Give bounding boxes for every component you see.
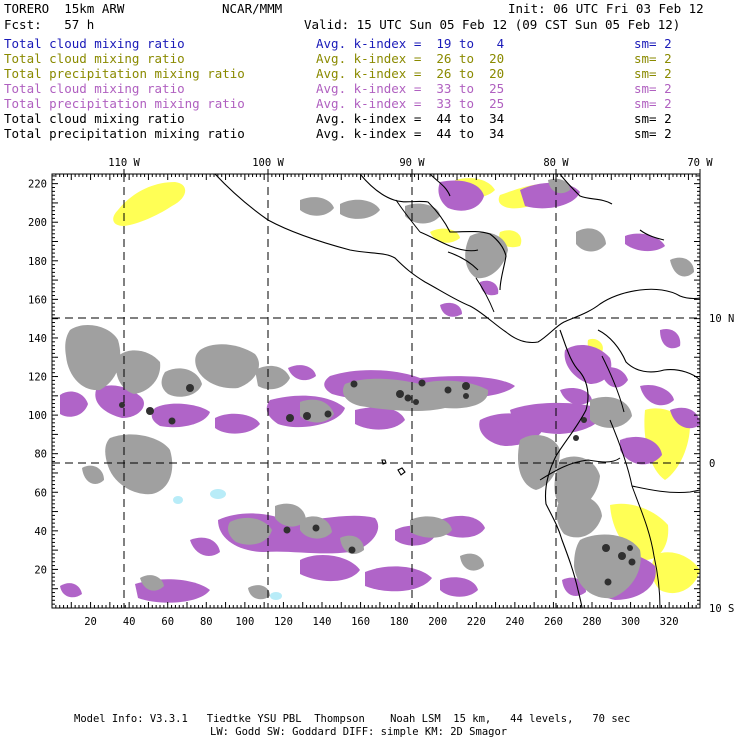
legend-stat: Avg. k-index = 33 to 25 — [316, 81, 505, 96]
y-tick-label: 100 — [28, 410, 47, 422]
x-tick-label: 140 — [313, 616, 332, 628]
lon-label: 110 W — [108, 157, 140, 169]
geo-labels: 110 W 100 W 90 W 80 W 70 W 10 N 0 10 S — [108, 157, 734, 615]
init-time: Init: 06 UTC Fri 03 Feb 12 — [508, 1, 704, 16]
x-tick-label: 240 — [505, 616, 524, 628]
model-title: TORERO 15km ARW — [4, 1, 125, 16]
y-tick-label: 80 — [34, 449, 47, 461]
axis-ticks — [52, 169, 701, 608]
x-tick-label: 200 — [428, 616, 447, 628]
coastlines — [214, 174, 700, 608]
x-tick-label: 80 — [200, 616, 213, 628]
lat-label: 10 S — [709, 603, 734, 615]
lat-lon-grid — [52, 174, 700, 608]
legend-label: Total cloud mixing ratio — [4, 36, 185, 51]
legend-label: Total cloud mixing ratio — [4, 111, 185, 126]
dark-cores — [119, 379, 636, 586]
y-tick-label: 180 — [28, 256, 47, 268]
gray-field — [65, 178, 694, 600]
x-tick-label: 260 — [544, 616, 563, 628]
x-tick-label: 320 — [660, 616, 679, 628]
legend-stat: Avg. k-index = 19 to 4 — [316, 36, 505, 51]
borders — [395, 199, 700, 608]
x-tick-label: 160 — [351, 616, 370, 628]
legend-label: Total precipitation mixing ratio — [4, 126, 245, 141]
legend-sm: sm= 2 — [634, 96, 672, 111]
legend-label: Total cloud mixing ratio — [4, 81, 185, 96]
legend-sm: sm= 2 — [634, 126, 672, 141]
y-tick-label: 200 — [28, 217, 47, 229]
y-tick-label: 60 — [34, 487, 47, 499]
x-tick-label: 180 — [390, 616, 409, 628]
org-title: NCAR/MMM — [222, 1, 283, 16]
legend-sm: sm= 2 — [634, 111, 672, 126]
axis-tick-labels: 20 40 60 80 100 120 140 160 180 200 220 240 260 280 30… — [28, 179, 679, 628]
x-tick-label: 280 — [583, 616, 602, 628]
y-tick-label: 120 — [28, 372, 47, 384]
footer-model-info: Model Info: V3.3.1 Tiedtke YSU PBL Thomp… — [74, 713, 631, 725]
legend-stat: Avg. k-index = 44 to 34 — [316, 126, 505, 141]
x-tick-label: 120 — [274, 616, 293, 628]
legend-stat: Avg. k-index = 44 to 34 — [316, 111, 505, 126]
valid-time: Valid: 15 UTC Sun 05 Feb 12 (09 CST Sun … — [304, 17, 681, 32]
x-tick-label: 20 — [84, 616, 97, 628]
legend-stat: Avg. k-index = 26 to 20 — [316, 66, 505, 81]
x-tick-label: 40 — [123, 616, 136, 628]
lat-label: 10 N — [709, 313, 734, 325]
y-tick-label: 40 — [34, 526, 47, 538]
legend-label: Total cloud mixing ratio — [4, 51, 185, 66]
lon-label: 90 W — [399, 157, 425, 169]
legend-sm: sm= 2 — [634, 81, 672, 96]
footer-physics-info: LW: Godd SW: Goddard DIFF: simple KM: 2D… — [210, 726, 508, 738]
lon-label: 100 W — [252, 157, 284, 169]
x-tick-label: 60 — [161, 616, 174, 628]
lat-label: 0 — [709, 458, 715, 470]
cyan-field — [173, 489, 282, 600]
legend-sm: sm= 2 — [634, 36, 672, 51]
y-tick-label: 160 — [28, 294, 47, 306]
y-tick-label: 220 — [28, 179, 47, 191]
x-tick-label: 300 — [621, 616, 640, 628]
legend-label: Total precipitation mixing ratio — [4, 96, 245, 111]
legend-stat: Avg. k-index = 33 to 25 — [316, 96, 505, 111]
y-tick-label: 20 — [34, 564, 47, 576]
x-tick-label: 100 — [235, 616, 254, 628]
forecast-hour: Fcst: 57 h — [4, 17, 95, 32]
cloud-fields — [60, 178, 700, 603]
y-tick-label: 140 — [28, 333, 47, 345]
legend-sm: sm= 2 — [634, 51, 672, 66]
x-tick-label: 220 — [467, 616, 486, 628]
legend-sm: sm= 2 — [634, 66, 672, 81]
lon-label: 80 W — [543, 157, 569, 169]
lon-label: 70 W — [687, 157, 713, 169]
legend-label: Total precipitation mixing ratio — [4, 66, 245, 81]
legend-stat: Avg. k-index = 26 to 20 — [316, 51, 505, 66]
